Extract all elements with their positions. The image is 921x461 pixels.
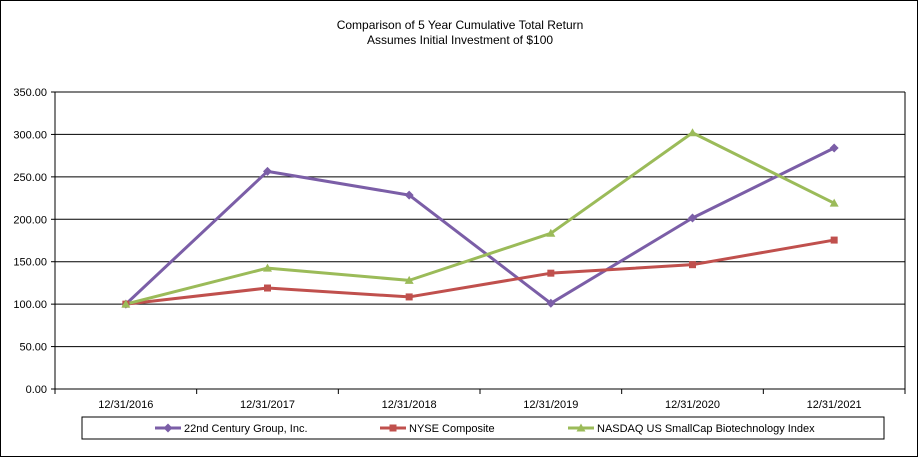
data-point-2	[264, 284, 271, 292]
x-tick-label: 12/31/2016	[98, 399, 153, 411]
data-point-1	[546, 298, 556, 308]
y-tick-label: 200.00	[13, 214, 47, 226]
series-line-2	[125, 238, 835, 306]
data-point-1	[688, 213, 697, 223]
data-point-2	[830, 236, 838, 244]
data-point-3	[546, 228, 556, 237]
x-tick-label: 12/31/2021	[807, 399, 862, 411]
data-point-3	[688, 128, 697, 137]
data-point-2	[405, 293, 413, 301]
data-point-3	[829, 198, 839, 207]
y-tick-label: 100.00	[13, 299, 47, 311]
chart-subtitle: Assumes Initial Investment of $100	[367, 33, 553, 47]
x-tick-label: 12/31/2018	[382, 399, 437, 411]
legend-box	[81, 416, 885, 440]
y-tick-label: 150.00	[13, 257, 47, 269]
data-point-3	[121, 299, 131, 308]
y-tick-label: 250.00	[13, 172, 47, 184]
y-tick-label: 50.00	[19, 342, 47, 354]
legend-marker	[576, 423, 586, 432]
x-tick-label: 12/31/2019	[523, 399, 578, 411]
data-point-2	[547, 269, 555, 277]
series-line-3	[125, 131, 835, 306]
data-point-1	[829, 143, 839, 153]
y-tick-label: 0.00	[26, 384, 47, 396]
data-point-3	[263, 263, 272, 272]
y-tick-label: 350.00	[13, 87, 47, 99]
data-point-1	[404, 190, 414, 200]
data-point-1	[263, 166, 272, 176]
legend-marker	[389, 424, 397, 432]
legend-label: NYSE Composite	[409, 423, 495, 435]
x-tick-label: 12/31/2020	[665, 399, 720, 411]
data-point-3	[404, 275, 414, 284]
chart-title: Comparison of 5 Year Cumulative Total Re…	[337, 18, 584, 32]
legend-label: 22nd Century Group, Inc.	[184, 423, 308, 435]
legend-label: NASDAQ US SmallCap Biotechnology Index	[597, 423, 815, 435]
legend-marker	[163, 423, 173, 433]
x-tick-label: 12/31/2017	[240, 399, 295, 411]
series-line-1	[124, 146, 835, 306]
y-tick-label: 300.00	[13, 129, 47, 141]
data-point-2	[689, 261, 696, 269]
